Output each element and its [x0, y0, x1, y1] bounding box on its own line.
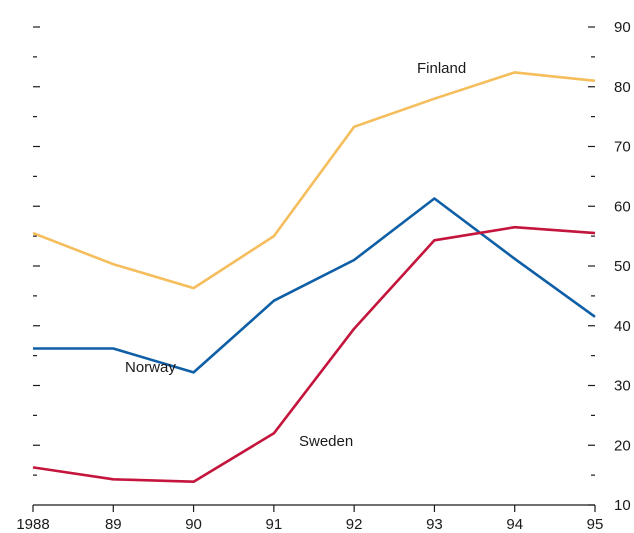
x-tick-label: 93 [426, 516, 443, 533]
x-tick-label: 94 [506, 516, 523, 533]
y-tick-label: 30 [614, 378, 631, 395]
left-ticks [33, 26, 40, 476]
x-tick-label: 92 [346, 516, 363, 533]
y-tick-label: 40 [614, 318, 631, 335]
x-ticks: 1988 89 90 91 92 93 94 95 [16, 505, 603, 533]
y-tick-label: 80 [614, 79, 631, 96]
series-label-sweden: Sweden [299, 433, 353, 450]
y-tick-label: 60 [614, 198, 631, 215]
series-label-finland: Finland [417, 60, 466, 77]
series-line-norway [33, 197, 596, 374]
y-tick-label: 70 [614, 139, 631, 156]
x-tick-label: 95 [587, 516, 604, 533]
series-label-norway: Norway [125, 359, 176, 376]
y-tick-label: 50 [614, 258, 631, 275]
series-line-finland [32, 71, 596, 290]
series-labels: Finland Norway Sweden [125, 60, 466, 450]
x-tick-label: 90 [185, 516, 202, 533]
right-ticks: 10 20 30 40 50 60 70 80 90 [588, 19, 631, 514]
series-line-sweden [32, 225, 596, 483]
x-tick-label: 1988 [16, 516, 49, 533]
y-tick-label: 10 [614, 497, 631, 514]
y-tick-label: 90 [614, 19, 631, 36]
y-tick-label: 20 [614, 437, 631, 454]
x-tick-label: 89 [105, 516, 122, 533]
series-layer [32, 71, 596, 483]
x-tick-label: 91 [266, 516, 283, 533]
